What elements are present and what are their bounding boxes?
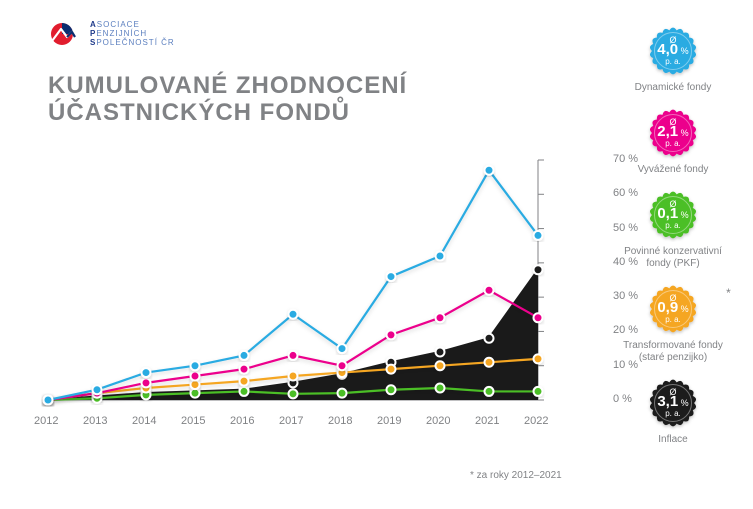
title-line-2: ÚČASTNICKÝCH FONDŮ	[48, 99, 407, 126]
page: ASOCIACE PENZIJNÍCH SPOLEČNOSTÍ ČR KUMUL…	[0, 0, 753, 509]
x-axis-tick-label: 2014	[132, 415, 156, 427]
x-axis-tick-label: 2016	[230, 415, 254, 427]
asterisk: *	[726, 286, 731, 300]
chart-svg	[48, 160, 578, 440]
badge: Ø4,0 %p. a. Dynamické fondy	[635, 24, 712, 94]
x-axis-tick-label: 2020	[426, 415, 450, 427]
rosette-icon: Ø0,9 %p. a.	[646, 282, 700, 336]
badge: Ø0,1 %p. a. Povinné konzervativnífondy (P…	[624, 188, 722, 270]
line-chart: 0 %10 %20 %30 %40 %50 %60 %70 % 20122013…	[48, 160, 568, 430]
rosette-text: Ø0,1 %p. a.	[657, 199, 688, 231]
x-axis-tick-label: 2013	[83, 415, 107, 427]
x-axis-tick-label: 2012	[34, 415, 58, 427]
title-line-1: KUMULOVANÉ ZHODNOCENÍ	[48, 72, 407, 99]
rosette-icon: Ø4,0 %p. a.	[646, 24, 700, 78]
logo: ASOCIACE PENZIJNÍCH SPOLEČNOSTÍ ČR	[48, 20, 175, 47]
rosette-text: Ø2,1 %p. a.	[657, 117, 688, 149]
badges-column: Ø4,0 %p. a. Dynamické fondy Ø2,1 %p. a. Vyv…	[613, 24, 733, 446]
x-axis-tick-label: 2022	[524, 415, 548, 427]
rosette-icon: Ø2,1 %p. a.	[646, 106, 700, 160]
footnote: * za roky 2012–2021	[470, 470, 562, 481]
x-axis-tick-label: 2017	[279, 415, 303, 427]
logo-icon	[48, 21, 84, 47]
x-axis-tick-label: 2019	[377, 415, 401, 427]
rosette-text: Ø3,1 %p. a.	[657, 387, 688, 419]
rosette-icon: Ø3,1 %p. a.	[646, 376, 700, 430]
badge: Ø2,1 %p. a. Vyvážené fondy	[638, 106, 709, 176]
badge-label: Inflace	[658, 434, 687, 446]
rosette-text: Ø0,9 %p. a.	[657, 293, 688, 325]
badge-label: Povinné konzervativnífondy (PKF)	[624, 246, 722, 270]
badge-label: Dynamické fondy	[635, 82, 712, 94]
badge-label: Vyvážené fondy	[638, 164, 709, 176]
x-axis-tick-label: 2021	[475, 415, 499, 427]
x-axis-tick-label: 2015	[181, 415, 205, 427]
x-axis-tick-label: 2018	[328, 415, 352, 427]
page-title: KUMULOVANÉ ZHODNOCENÍ ÚČASTNICKÝCH FONDŮ	[48, 72, 407, 126]
logo-text: ASOCIACE PENZIJNÍCH SPOLEČNOSTÍ ČR	[90, 20, 175, 47]
rosette-text: Ø4,0 %p. a.	[657, 35, 688, 67]
badge: Ø3,1 %p. a. Inflace	[646, 376, 700, 446]
badge-label: Transformované fondy(staré penzijko)	[623, 340, 723, 364]
rosette-icon: Ø0,1 %p. a.	[646, 188, 700, 242]
badge: *Ø0,9 %p. a.Transformované fondy(staré p…	[623, 282, 723, 364]
